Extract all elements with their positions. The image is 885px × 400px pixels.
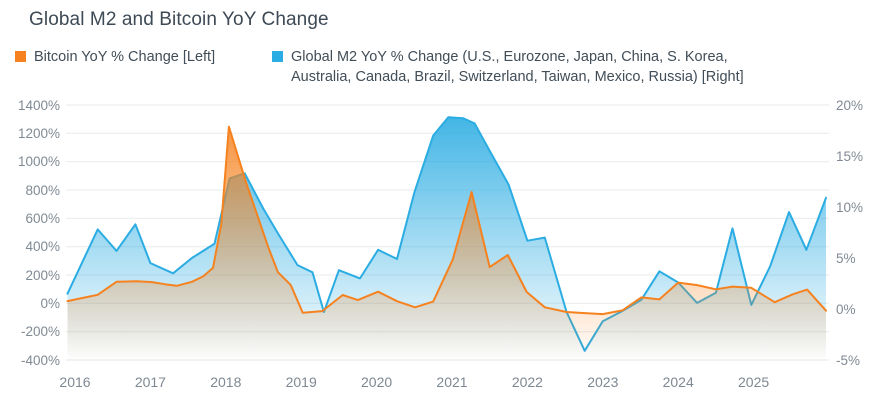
chart-title: Global M2 and Bitcoin YoY Change — [29, 9, 329, 30]
y-axis-right-label: 20% — [836, 97, 864, 113]
y-axis-right-label: 10% — [836, 199, 864, 215]
y-axis-right-label: 0% — [836, 301, 856, 317]
x-axis-label: 2019 — [285, 374, 317, 390]
y-axis-right-label: 5% — [836, 250, 856, 266]
legend-item-global-m2: Global M2 YoY % Change (U.S., Eurozone, … — [272, 47, 744, 87]
legend-label-global-m2: Global M2 YoY % Change (U.S., Eurozone, … — [291, 47, 744, 87]
y-axis-left-label: 800% — [25, 182, 60, 198]
x-axis-label: 2022 — [511, 374, 543, 390]
x-axis-label: 2024 — [662, 374, 694, 390]
x-axis-label: 2023 — [587, 374, 619, 390]
legend-label-global-m2-line1: Global M2 YoY % Change (U.S., Eurozone, … — [291, 49, 728, 65]
legend-label-bitcoin: Bitcoin YoY % Change [Left] — [34, 49, 216, 65]
y-axis-left-label: 1400% — [17, 97, 60, 113]
y-axis-right-label: 15% — [836, 148, 864, 164]
legend-swatch-bitcoin — [15, 51, 26, 62]
series-area-bitcoin — [67, 126, 826, 362]
x-axis-label: 2018 — [210, 374, 242, 390]
legend-item-bitcoin: Bitcoin YoY % Change [Left] — [15, 47, 215, 67]
legend-swatch-global-m2 — [272, 51, 283, 62]
x-axis-label: 2020 — [361, 374, 393, 390]
y-axis-left-label: 1000% — [17, 154, 60, 170]
y-axis-left-label: 1200% — [17, 125, 60, 141]
y-axis-left-label: -400% — [20, 352, 60, 368]
x-axis-label: 2025 — [738, 374, 770, 390]
y-axis-left-label: 200% — [25, 267, 60, 283]
y-axis-right-label: -5% — [836, 352, 861, 368]
y-axis-left-label: 0% — [40, 295, 60, 311]
x-axis-label: 2016 — [59, 374, 91, 390]
series-line-bitcoin — [66, 125, 827, 316]
x-axis-label: 2021 — [436, 374, 468, 390]
y-axis-left-label: -200% — [20, 324, 60, 340]
y-axis-left-label: 400% — [25, 239, 60, 255]
x-axis-label: 2017 — [134, 374, 166, 390]
y-axis-left-label: 600% — [25, 210, 60, 226]
legend-label-global-m2-line2: Australia, Canada, Brazil, Switzerland, … — [291, 69, 744, 85]
